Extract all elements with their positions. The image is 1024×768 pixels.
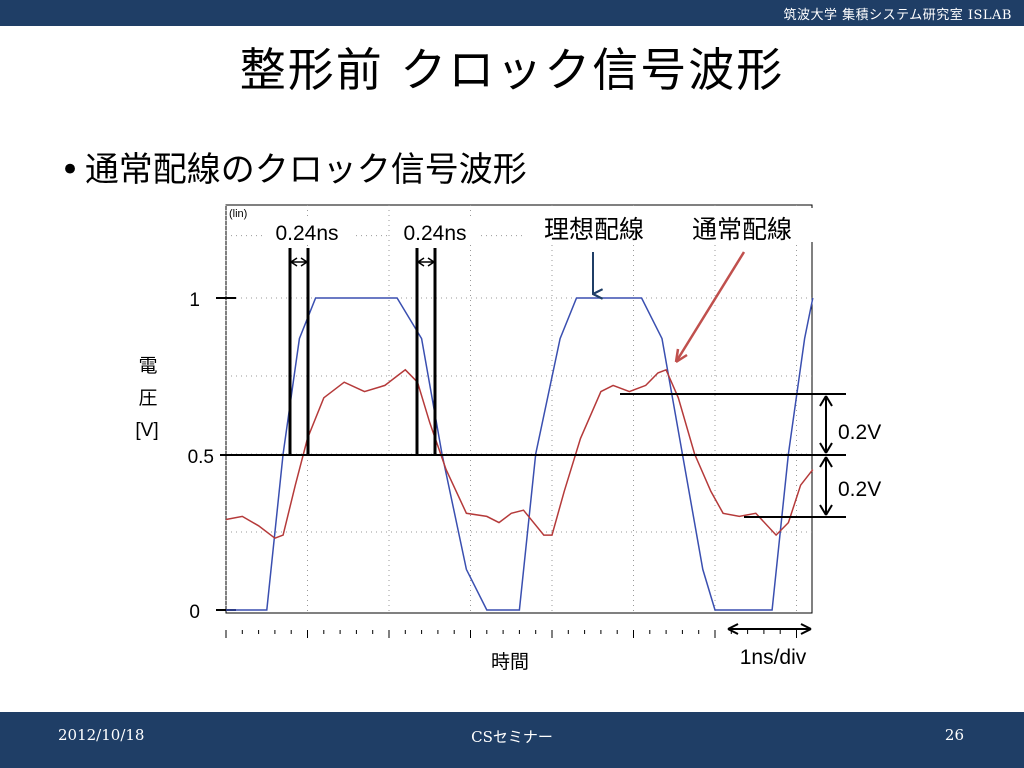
ytick-label-1: 1 xyxy=(189,290,200,311)
header-org-text: 筑波大学 集積システム研究室 ISLAB xyxy=(783,8,1012,23)
skew2-label: 0.24ns xyxy=(403,222,466,245)
skew1-label: 0.24ns xyxy=(275,222,338,245)
legend-label-bg xyxy=(522,208,814,242)
footer-date: 2012/10/18 xyxy=(58,726,145,744)
volt-upper-arrow xyxy=(819,395,833,454)
skew1-arrow xyxy=(290,257,308,267)
arrow-normal-head xyxy=(674,348,688,364)
xlabel: 時間 xyxy=(491,651,529,673)
skew2-arrow xyxy=(417,257,435,267)
series-line-normal xyxy=(225,368,814,540)
ytick-label-0: 0 xyxy=(189,602,200,623)
time-div-label: 1ns/div xyxy=(740,646,807,669)
time-div-arrow xyxy=(727,623,812,635)
footer-page-number: 26 xyxy=(944,726,964,744)
ytick-label-05: 0.5 xyxy=(188,447,214,468)
skew1-label-bg xyxy=(262,218,352,244)
volt-lower-arrow xyxy=(819,456,833,516)
skew2-label-bg xyxy=(390,218,480,244)
grid-lines xyxy=(225,205,812,638)
slide-title: 整形前 クロック信号波形 xyxy=(239,43,785,97)
ylabel-2: 圧 xyxy=(138,388,157,409)
ylabel-1: 電 xyxy=(138,356,157,377)
ylabel-3: [V] xyxy=(135,420,158,441)
bullet-item: • 通常配線のクロック信号波形 xyxy=(60,142,527,191)
arrow-normal xyxy=(674,251,746,363)
label-ideal: 理想配線 xyxy=(544,216,644,244)
corner-label: (lin) xyxy=(229,208,247,220)
plot-area xyxy=(225,204,813,614)
label-normal: 通常配線 xyxy=(692,216,792,244)
volt-lower-label: 0.2V xyxy=(838,478,881,501)
header-bar: 筑波大学 集積システム研究室 ISLAB xyxy=(0,0,1024,26)
bullet-text: 通常配線のクロック信号波形 xyxy=(84,150,527,190)
footer-bar xyxy=(0,712,1024,768)
volt-upper-label: 0.2V xyxy=(838,421,881,444)
footer-title: CSセミナー xyxy=(471,728,553,746)
